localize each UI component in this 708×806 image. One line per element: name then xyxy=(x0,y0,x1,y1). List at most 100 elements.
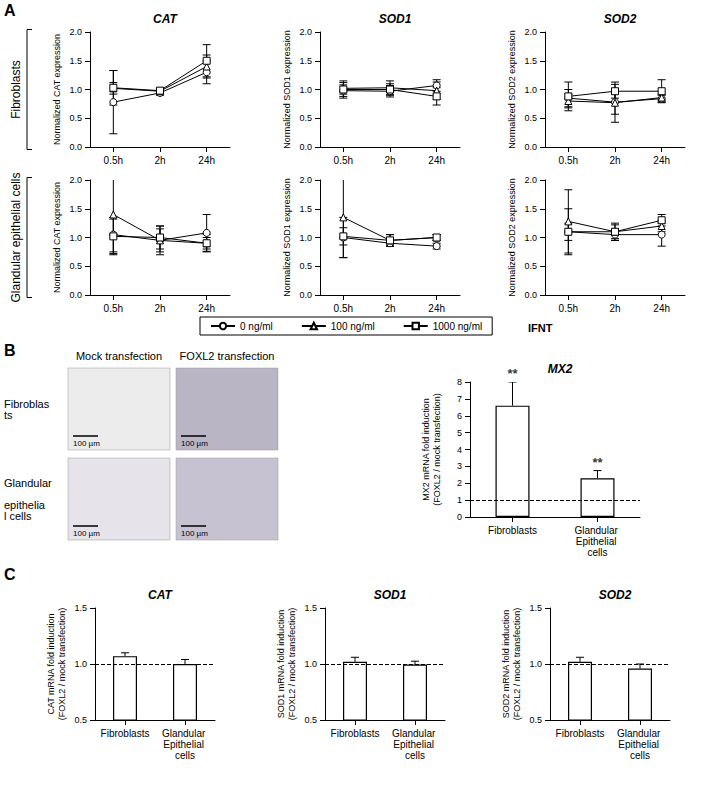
svg-text:2: 2 xyxy=(457,478,462,488)
svg-text:SOD2 mRNA fold induction: SOD2 mRNA fold induction xyxy=(501,610,511,719)
svg-text:CAT: CAT xyxy=(153,12,178,26)
svg-text:cells: cells xyxy=(405,750,425,761)
svg-text:1.0: 1.0 xyxy=(304,659,317,669)
svg-text:(FOXL2 / mock transfection): (FOXL2 / mock transfection) xyxy=(512,608,522,721)
svg-text:1.5: 1.5 xyxy=(74,603,87,613)
svg-text:1.5: 1.5 xyxy=(304,603,317,613)
svg-text:1.0: 1.0 xyxy=(529,659,542,669)
svg-text:cells: cells xyxy=(630,750,650,761)
svg-text:IFNT: IFNT xyxy=(528,322,553,334)
svg-text:**: ** xyxy=(507,366,518,381)
svg-text:100 ng/ml: 100 ng/ml xyxy=(331,321,375,332)
svg-text:Normalized SOD1 expression: Normalized SOD1 expression xyxy=(282,178,292,297)
svg-text:Normalized SOD2 expression: Normalized SOD2 expression xyxy=(507,30,517,149)
svg-text:1.0: 1.0 xyxy=(299,85,312,95)
svg-text:0.5h: 0.5h xyxy=(559,155,578,166)
svg-text:Normalized CAT expression: Normalized CAT expression xyxy=(52,34,62,145)
svg-text:100 µm: 100 µm xyxy=(181,529,208,538)
svg-text:0.5: 0.5 xyxy=(524,261,537,271)
svg-text:1.5: 1.5 xyxy=(299,204,312,214)
svg-text:0.0: 0.0 xyxy=(299,290,312,300)
svg-text:Glandular: Glandular xyxy=(162,728,208,739)
svg-text:Epithelial: Epithelial xyxy=(576,536,619,547)
svg-text:Epithelial: Epithelial xyxy=(393,739,436,750)
svg-text:0.0: 0.0 xyxy=(524,142,537,152)
svg-text:7: 7 xyxy=(457,394,462,404)
svg-text:SOD1 mRNA fold induction: SOD1 mRNA fold induction xyxy=(276,610,286,719)
svg-text:0.5: 0.5 xyxy=(299,261,312,271)
svg-text:6: 6 xyxy=(457,411,462,421)
svg-text:100 µm: 100 µm xyxy=(73,439,100,448)
svg-text:Normalized SOD1 expression: Normalized SOD1 expression xyxy=(282,30,292,149)
svg-text:2.0: 2.0 xyxy=(69,27,82,37)
svg-text:3: 3 xyxy=(457,461,462,471)
svg-text:(FOXL2 / mock transfection): (FOXL2 / mock transfection) xyxy=(57,608,67,721)
svg-text:(FOXL2 / mock transfection): (FOXL2 / mock transfection) xyxy=(432,393,442,506)
svg-text:100 µm: 100 µm xyxy=(73,529,100,538)
svg-text:SOD2: SOD2 xyxy=(599,588,632,602)
svg-text:2h: 2h xyxy=(384,155,395,166)
svg-text:Fibroblasts: Fibroblasts xyxy=(331,728,380,739)
svg-text:1.0: 1.0 xyxy=(524,85,537,95)
svg-text:5: 5 xyxy=(457,428,462,438)
svg-text:0.5h: 0.5h xyxy=(104,303,123,314)
svg-text:SOD1: SOD1 xyxy=(374,588,407,602)
svg-text:2.0: 2.0 xyxy=(69,175,82,185)
svg-text:100 µm: 100 µm xyxy=(181,439,208,448)
svg-text:0.5h: 0.5h xyxy=(334,303,353,314)
svg-text:0.0: 0.0 xyxy=(524,290,537,300)
svg-text:1.0: 1.0 xyxy=(74,659,87,669)
svg-text:1.5: 1.5 xyxy=(524,56,537,66)
svg-text:Glandular epithelial cells: Glandular epithelial cells xyxy=(9,172,23,302)
svg-text:0.5: 0.5 xyxy=(74,715,87,725)
svg-text:Glandular: Glandular xyxy=(4,477,52,489)
svg-text:4: 4 xyxy=(457,445,462,455)
svg-text:Glandular: Glandular xyxy=(574,525,620,536)
svg-text:0.5: 0.5 xyxy=(304,715,317,725)
svg-text:MX2: MX2 xyxy=(548,362,573,376)
svg-text:24h: 24h xyxy=(428,303,445,314)
svg-text:0 ng/ml: 0 ng/ml xyxy=(240,321,273,332)
svg-text:2.0: 2.0 xyxy=(299,27,312,37)
svg-text:Normalized SOD2 expression: Normalized SOD2 expression xyxy=(507,178,517,297)
svg-text:CAT: CAT xyxy=(148,588,173,602)
svg-text:Fibroblasts: Fibroblasts xyxy=(556,728,605,739)
svg-text:ts: ts xyxy=(4,409,13,421)
svg-text:24h: 24h xyxy=(653,155,670,166)
svg-text:1: 1 xyxy=(457,495,462,505)
svg-text:Mock transfection: Mock transfection xyxy=(76,350,162,362)
svg-text:Fibroblasts: Fibroblasts xyxy=(488,525,537,536)
svg-text:2h: 2h xyxy=(609,303,620,314)
svg-text:(FOXL2 / mock transfection): (FOXL2 / mock transfection) xyxy=(287,608,297,721)
svg-text:0.5: 0.5 xyxy=(69,261,82,271)
svg-text:CAT mRNA fold induction: CAT mRNA fold induction xyxy=(46,613,56,714)
svg-text:1.0: 1.0 xyxy=(69,233,82,243)
svg-text:1.5: 1.5 xyxy=(524,204,537,214)
svg-text:1.5: 1.5 xyxy=(529,603,542,613)
svg-text:Glandular: Glandular xyxy=(392,728,438,739)
svg-text:**: ** xyxy=(592,455,603,470)
svg-text:1.5: 1.5 xyxy=(69,56,82,66)
svg-text:l cells: l cells xyxy=(4,510,32,522)
svg-text:0: 0 xyxy=(457,512,462,522)
svg-text:MX2 mRNA fold induction: MX2 mRNA fold induction xyxy=(421,398,431,501)
svg-text:0.5h: 0.5h xyxy=(334,155,353,166)
svg-text:0.0: 0.0 xyxy=(69,290,82,300)
svg-text:0.5: 0.5 xyxy=(69,113,82,123)
svg-text:0.5h: 0.5h xyxy=(104,155,123,166)
svg-text:SOD2: SOD2 xyxy=(604,12,637,26)
svg-text:0.5: 0.5 xyxy=(299,113,312,123)
svg-text:2h: 2h xyxy=(384,303,395,314)
svg-text:0.5h: 0.5h xyxy=(559,303,578,314)
svg-text:0.0: 0.0 xyxy=(69,142,82,152)
svg-text:Fibroblasts: Fibroblasts xyxy=(9,60,23,119)
svg-text:FOXL2 transfection: FOXL2 transfection xyxy=(180,350,275,362)
svg-text:2.0: 2.0 xyxy=(524,27,537,37)
svg-text:cells: cells xyxy=(587,547,607,558)
svg-text:2.0: 2.0 xyxy=(524,175,537,185)
svg-text:cells: cells xyxy=(175,750,195,761)
svg-text:0.5: 0.5 xyxy=(524,113,537,123)
svg-text:1.0: 1.0 xyxy=(69,85,82,95)
svg-text:2h: 2h xyxy=(609,155,620,166)
svg-text:1.0: 1.0 xyxy=(524,233,537,243)
